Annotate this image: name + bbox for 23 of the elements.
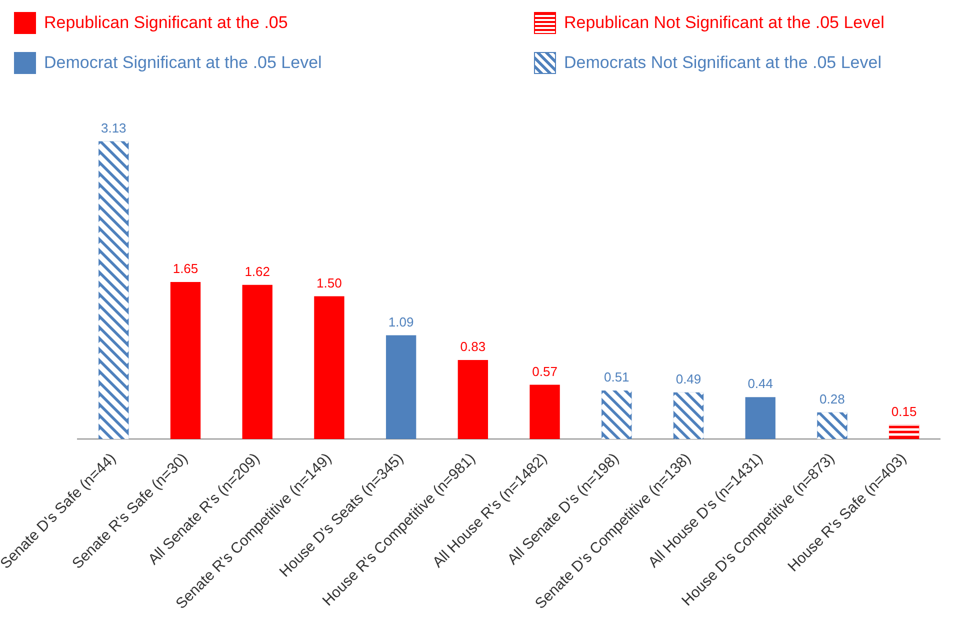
data-label: 1.09 [388, 314, 414, 330]
data-label: 1.62 [244, 264, 270, 279]
data-label: 0.44 [748, 376, 774, 392]
data-label: 3.13 [100, 120, 126, 136]
data-label: 0.15 [891, 404, 917, 419]
legend-label: Democrat Significant at the .05 Level [44, 53, 322, 73]
data-label: 1.65 [172, 261, 198, 276]
data-label: 0.51 [604, 370, 630, 385]
data-label: 1.50 [316, 275, 342, 290]
legend-label: Republican Not Significant at the .05 Level [564, 13, 884, 33]
bar [170, 282, 201, 439]
data-label: 0.28 [820, 391, 845, 406]
bar [745, 397, 776, 439]
data-label: 0.57 [532, 364, 558, 379]
legend-label: Democrats Not Significant at the .05 Level [564, 53, 882, 73]
bar [242, 284, 272, 439]
data-label: 0.49 [676, 371, 702, 386]
data-label: 0.83 [460, 339, 486, 354]
bar [386, 335, 416, 439]
legend-label: Republican Significant at the .05 [44, 13, 288, 33]
bar [530, 384, 560, 439]
bar [314, 296, 344, 439]
bar [458, 360, 488, 439]
